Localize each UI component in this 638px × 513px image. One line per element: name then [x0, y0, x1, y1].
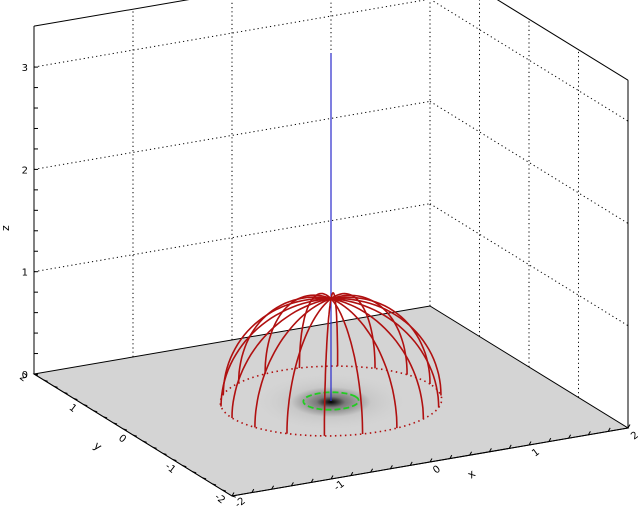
z-gridline — [430, 0, 629, 122]
y-minor-tick — [83, 404, 88, 407]
y-tick-label: 0 — [116, 433, 128, 446]
y-minor-tick — [73, 397, 78, 401]
y-tick-label: -1 — [163, 461, 178, 476]
z-tick-label: 0 — [22, 370, 28, 381]
y-minor-tick — [192, 471, 197, 474]
y-minor-tick — [182, 465, 187, 468]
dome-meridian — [330, 298, 364, 435]
y-tick-label: 2 — [17, 372, 29, 385]
x-minor-tick — [370, 468, 374, 473]
y-minor-tick — [212, 483, 217, 486]
x-minor-tick — [251, 488, 255, 493]
y-tick-label: 1 — [67, 402, 79, 415]
dome-meridian — [220, 297, 332, 407]
y-minor-tick — [122, 428, 128, 431]
x-minor-tick — [449, 454, 453, 459]
x-tick-label: 0 — [431, 464, 443, 477]
z-gridline — [429, 100, 629, 224]
x-minor-tick — [568, 434, 572, 439]
x-minor-tick — [231, 492, 235, 497]
dome-meridian — [323, 298, 332, 436]
dome-meridian — [222, 297, 332, 395]
y-minor-tick — [152, 446, 157, 449]
x-minor-tick — [548, 437, 552, 442]
back-walls — [33, 0, 629, 428]
y-minor-tick — [202, 477, 207, 480]
x-minor-tick — [310, 478, 314, 483]
x-axis-title: x — [465, 467, 478, 482]
x-minor-tick — [409, 461, 413, 466]
data-marks — [219, 53, 443, 437]
y-minor-tick — [43, 379, 48, 382]
z-axis-title: z — [0, 225, 12, 231]
y-minor-tick — [162, 452, 167, 455]
x-tick-label: 1 — [530, 447, 542, 460]
x-tick-label: -2 — [233, 496, 248, 509]
z-tick-label: 2 — [22, 165, 28, 176]
dome-meridian — [254, 297, 332, 428]
x-minor-tick — [607, 427, 611, 432]
x-minor-tick — [587, 431, 591, 436]
y-minor-tick — [231, 495, 236, 498]
x-minor-tick — [290, 482, 294, 487]
dome-meridian — [264, 294, 332, 374]
dome-meridian — [330, 297, 398, 429]
green-dashed-circle — [302, 391, 360, 411]
y-axis-title: y — [91, 439, 105, 454]
x-minor-tick — [469, 451, 473, 456]
z-gridline — [33, 0, 428, 68]
wall-edge — [496, 0, 629, 81]
y-minor-tick — [221, 489, 227, 492]
x-minor-tick — [271, 485, 275, 490]
y-tick-label: -2 — [212, 492, 227, 507]
y-minor-tick — [103, 416, 108, 419]
x-minor-tick — [528, 441, 532, 446]
dome-meridian — [330, 297, 440, 408]
y-minor-tick — [172, 458, 177, 462]
y-minor-tick — [53, 385, 58, 388]
x-minor-tick — [508, 444, 512, 449]
z-gridline — [429, 203, 629, 327]
x-minor-tick — [488, 448, 492, 453]
y-minor-tick — [63, 391, 68, 394]
x-minor-tick — [429, 458, 433, 463]
x-tick-label: 2 — [629, 430, 638, 443]
x-tick-label: -1 — [332, 479, 347, 494]
x-minor-tick — [389, 465, 393, 470]
x-minor-tick — [330, 475, 334, 480]
x-minor-tick — [627, 424, 631, 429]
y-minor-tick — [93, 410, 98, 413]
y-minor-tick — [142, 440, 147, 443]
dome-meridian — [231, 297, 332, 419]
dome-meridian — [286, 298, 332, 434]
y-minor-tick — [113, 422, 118, 425]
x-minor-tick — [350, 471, 354, 476]
z-tick-label: 3 — [22, 63, 28, 74]
dome-meridian — [330, 297, 425, 419]
wall-edge — [33, 0, 190, 27]
z-tick-label: 1 — [22, 268, 28, 279]
y-minor-tick — [132, 434, 137, 437]
dome-meridian — [330, 297, 442, 396]
